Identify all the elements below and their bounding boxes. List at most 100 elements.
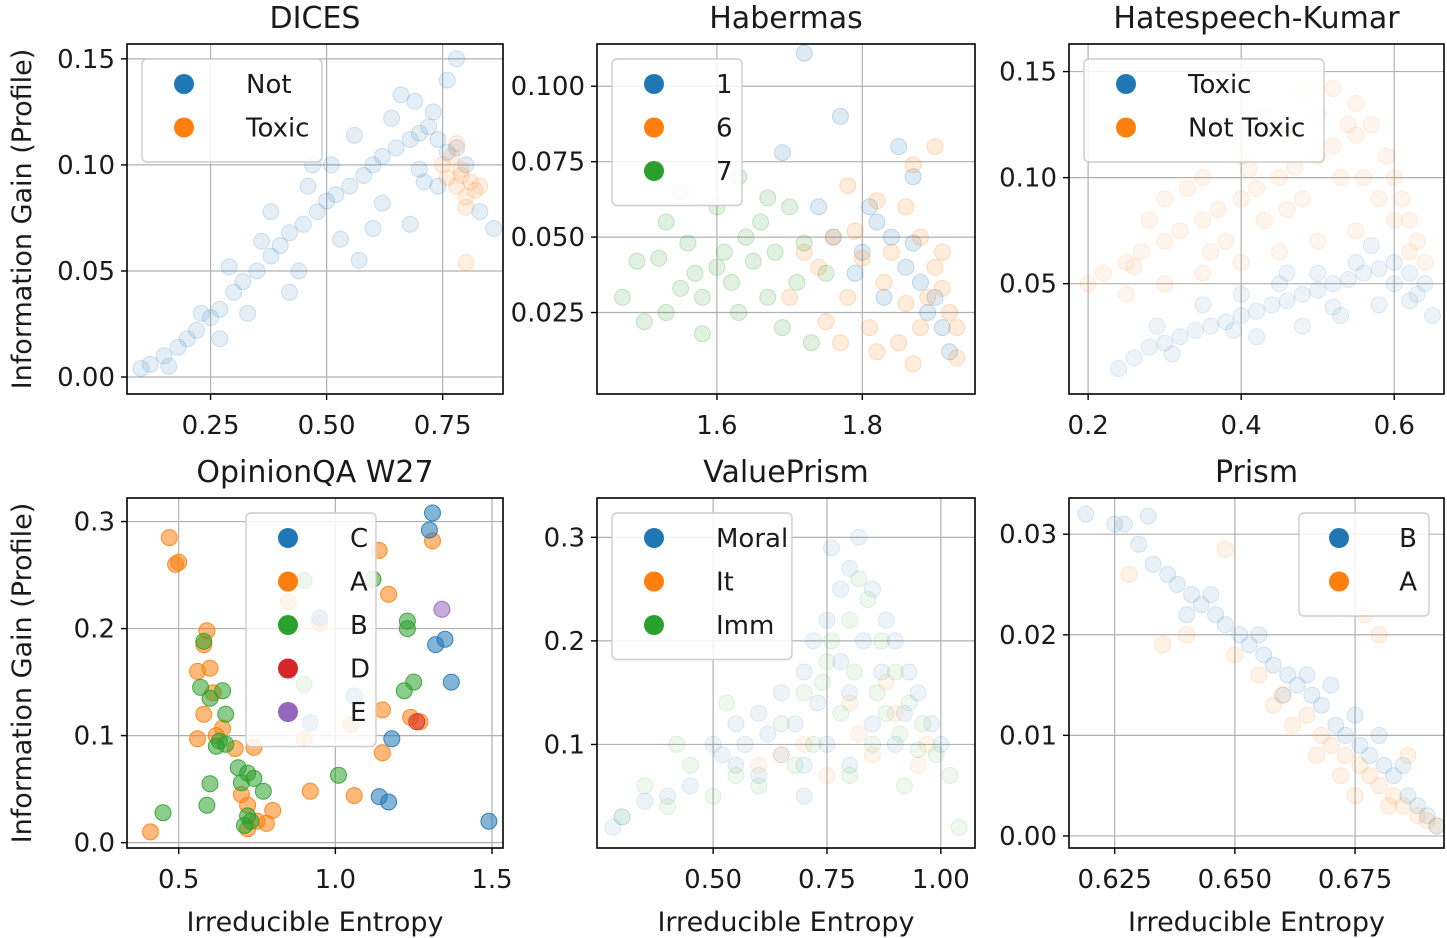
data-point-blue <box>795 787 813 805</box>
data-point-green <box>750 777 768 795</box>
data-point-blue <box>759 725 777 743</box>
data-point-blue <box>1332 307 1350 324</box>
data-point-blue <box>448 50 466 68</box>
data-point-blue <box>155 347 173 365</box>
data-point-blue <box>373 147 391 165</box>
legend-box <box>245 512 377 748</box>
x-tick-label: 0.2 <box>1067 411 1108 441</box>
y-tick-label: 0.15 <box>999 58 1057 88</box>
data-point-blue <box>823 539 840 557</box>
data-point-orange <box>142 823 159 841</box>
data-point-orange <box>918 735 936 753</box>
data-point-blue <box>1324 275 1342 293</box>
y-tick-label: 0.3 <box>544 523 585 553</box>
data-point-orange <box>817 313 835 331</box>
legend-marker-blue <box>174 74 194 94</box>
data-point-green <box>795 684 813 702</box>
data-point-blue <box>1274 686 1292 704</box>
data-point-blue <box>248 262 266 280</box>
data-point-blue <box>1293 285 1311 303</box>
data-point-purple <box>433 600 451 618</box>
data-point-orange <box>926 258 944 276</box>
data-point-green <box>195 632 213 650</box>
data-point-orange <box>919 288 937 306</box>
data-point-blue <box>332 230 349 248</box>
data-point-orange <box>1117 254 1135 271</box>
data-point-green <box>859 591 877 608</box>
data-point-blue <box>1375 757 1393 774</box>
data-point-blue <box>262 247 280 265</box>
data-point-orange <box>1271 169 1288 187</box>
data-point-orange <box>1156 232 1174 250</box>
data-point-green <box>813 673 831 691</box>
data-point-orange <box>1255 211 1273 229</box>
data-point-orange <box>1248 179 1265 197</box>
data-point-orange <box>1194 169 1212 187</box>
y-tick-label: 0.1 <box>544 730 585 760</box>
data-point-blue <box>202 309 220 327</box>
data-point-blue <box>220 258 238 276</box>
data-point-orange <box>466 181 484 199</box>
data-point-orange <box>1308 747 1326 764</box>
data-point-blue <box>1110 360 1128 377</box>
data-point-green <box>708 258 726 276</box>
data-point-blue <box>1351 736 1369 754</box>
data-point-green <box>818 653 836 671</box>
data-point-green <box>841 767 859 784</box>
data-point-orange <box>1370 626 1388 644</box>
axes-frame <box>126 43 504 395</box>
data-point-blue <box>1324 298 1342 316</box>
data-point-orange <box>933 243 951 261</box>
data-point-green <box>772 715 790 733</box>
panel-prism: 0.625 0.650 0.675 0.00 0.01 0.02 0.03 Prism Irre… <box>999 455 1446 938</box>
data-point-green <box>679 234 697 252</box>
data-point-green <box>723 273 740 291</box>
data-point-blue <box>1309 264 1327 282</box>
data-point-blue <box>1428 817 1446 835</box>
data-point-blue <box>1293 317 1311 335</box>
data-point-blue <box>1278 264 1296 282</box>
data-point-blue <box>795 44 813 62</box>
points <box>1077 505 1446 835</box>
data-point-orange <box>170 553 188 571</box>
data-point-blue <box>253 232 271 250</box>
data-point-green <box>737 228 755 246</box>
legend-label: E <box>350 698 366 728</box>
data-point-orange <box>1347 222 1365 240</box>
data-point-blue <box>1232 285 1250 303</box>
data-point-blue <box>192 304 210 322</box>
data-point-green <box>823 632 840 650</box>
x-tick-label: 1.0 <box>315 865 356 895</box>
y-tick-label: 0.05 <box>999 270 1057 300</box>
axes-frame <box>1068 497 1445 849</box>
data-point-blue <box>1298 666 1316 684</box>
y-tick-label: 0.02 <box>999 621 1057 651</box>
legend-label: D <box>350 655 370 685</box>
points <box>1079 80 1441 377</box>
data-point-orange <box>897 198 915 216</box>
x-tick-label: 0.4 <box>1221 411 1262 441</box>
data-point-blue <box>613 808 631 826</box>
data-point-blue <box>438 143 456 161</box>
data-point-orange <box>457 254 475 271</box>
data-point-orange <box>948 319 966 337</box>
data-point-blue <box>933 319 951 337</box>
data-point-orange <box>448 135 466 153</box>
data-point-blue <box>457 156 475 174</box>
data-point-green <box>201 775 219 793</box>
data-point-blue <box>1362 237 1380 254</box>
data-point-blue <box>1231 626 1249 644</box>
data-point-orange <box>264 802 282 819</box>
data-point-orange <box>1361 767 1378 785</box>
data-point-blue <box>299 177 317 195</box>
data-point-orange <box>1202 243 1220 261</box>
data-point-orange <box>1385 787 1402 805</box>
data-point-orange <box>1416 254 1434 271</box>
data-point-blue <box>1339 271 1357 288</box>
legend-label: C <box>350 524 368 554</box>
legend-marker-orange <box>644 571 664 592</box>
data-point-blue <box>1401 264 1419 282</box>
data-point-orange <box>1120 565 1138 583</box>
data-point-orange <box>1226 646 1244 664</box>
data-point-blue <box>854 632 872 650</box>
